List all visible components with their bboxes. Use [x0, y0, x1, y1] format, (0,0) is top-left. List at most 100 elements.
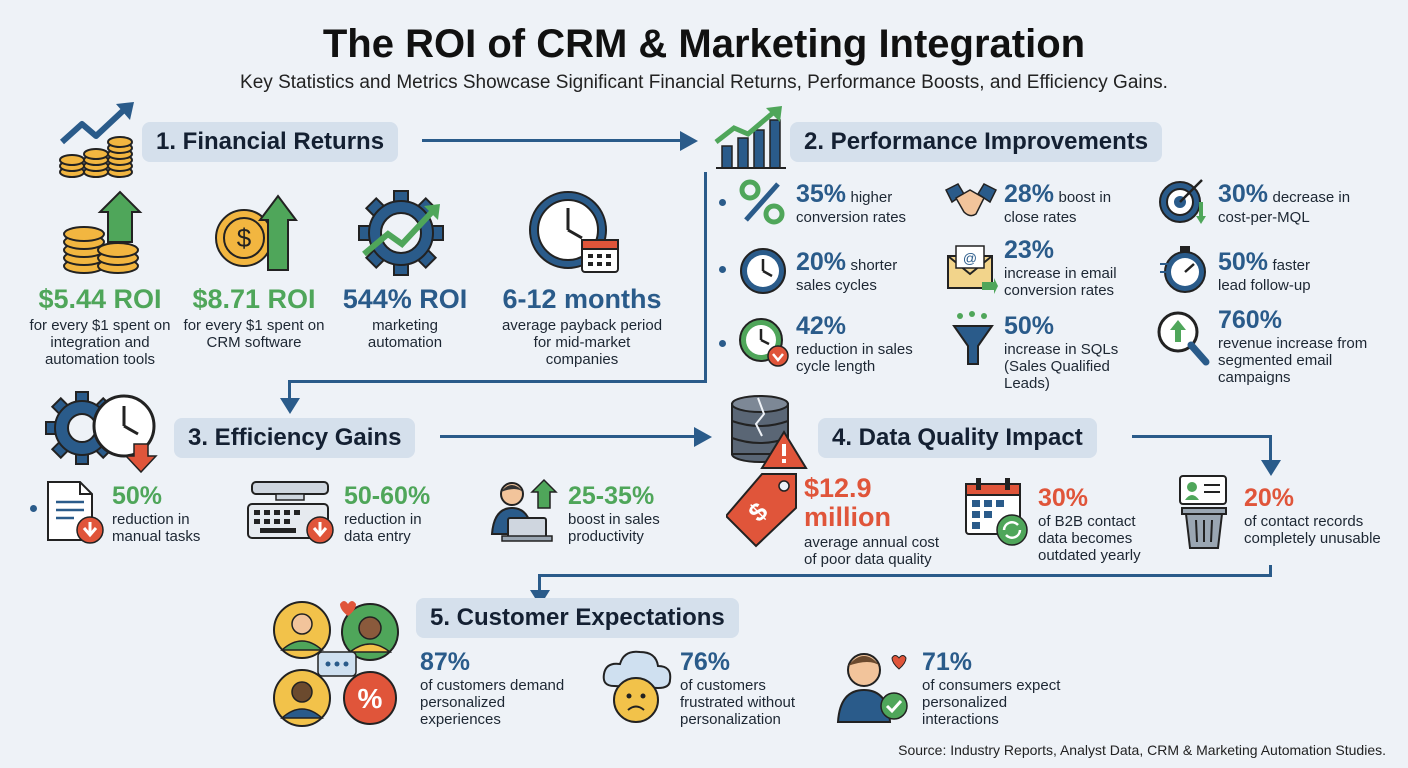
stat-desc: average payback period for mid-market co… — [501, 317, 663, 368]
connector-line — [1269, 565, 1272, 577]
arrow-down-icon — [1261, 460, 1281, 476]
stat-inline: decrease in — [1272, 189, 1351, 206]
stat-desc: reduction in manual tasks — [112, 511, 201, 545]
financial-item: $5.44 ROI for every $1 spent on integrat… — [20, 284, 180, 368]
dollar-coin-arrow-icon: $ — [215, 194, 298, 271]
dataquality-item: $12.9 million average annual cost of poo… — [804, 474, 954, 569]
list-bullet — [719, 199, 726, 206]
perf-item: 35% higher conversion rates — [796, 180, 941, 226]
dataquality-item: 30% of B2B contact data becomes outdated… — [1038, 484, 1162, 564]
stat-value: 25-35% — [568, 482, 655, 510]
stat-value: 50% — [1004, 312, 1055, 340]
stat-desc: revenue increase from segmented email ca… — [1218, 335, 1368, 386]
stat-value: 20% — [796, 248, 847, 276]
stat-inline: shorter — [850, 257, 898, 274]
price-tag-icon: $ — [726, 473, 797, 548]
connector-line — [440, 435, 696, 438]
stat-value: 42% — [796, 312, 847, 340]
stat-desc: of consumers expect personalized interac… — [922, 677, 1061, 728]
stat-value: 71% — [922, 648, 973, 676]
stat-desc: conversion rates — [796, 209, 907, 226]
person-laptop-icon — [490, 478, 558, 542]
connector-line — [422, 139, 684, 142]
arrow-right-icon — [694, 427, 712, 447]
stat-desc: boost in sales productivity — [568, 511, 660, 545]
perf-item: 50% increase in SQLs (Sales Qualified Le… — [1004, 312, 1124, 392]
customers-icon: % — [273, 601, 399, 727]
stat-value: 50% — [1218, 248, 1269, 276]
stat-desc: of contact records completely unusable — [1244, 513, 1381, 547]
dataquality-item: 20% of contact records completely unusab… — [1244, 484, 1384, 547]
section-heading-customer: 5. Customer Expectations — [416, 598, 739, 638]
perf-item: 30% decrease in cost-per-MQL — [1218, 180, 1388, 226]
stat-value: 50-60% — [344, 482, 431, 510]
connector-line — [288, 380, 707, 383]
page-subtitle: Key Statistics and Metrics Showcase Sign… — [240, 72, 1168, 93]
financial-item: 544% ROI marketing automation — [330, 284, 480, 351]
efficiency-item: 25-35% boost in sales productivity — [568, 482, 708, 545]
stat-desc: reduction in data entry — [344, 511, 422, 545]
stat-inline: higher — [850, 189, 893, 206]
efficiency-item: 50% reduction in manual tasks — [112, 482, 242, 545]
person-check-icon — [836, 653, 908, 723]
stat-value: 35% — [796, 180, 847, 208]
list-bullet — [30, 505, 37, 512]
efficiency-item: 50-60% reduction in data entry — [344, 482, 474, 545]
stat-value: 6-12 months — [502, 284, 662, 314]
calendar-refresh-icon — [965, 478, 1028, 546]
stat-desc: increase in email conversion rates — [1004, 265, 1117, 299]
magnifier-icon — [1157, 311, 1210, 366]
trash-card-icon — [1179, 475, 1227, 549]
connector-line — [1132, 435, 1272, 438]
customer-item: 87% of customers demand personalized exp… — [420, 648, 590, 728]
stat-value: $5.44 ROI — [38, 284, 162, 314]
perf-item: 42% reduction in sales cycle length — [796, 312, 941, 375]
document-icon — [47, 481, 104, 544]
connector-line — [288, 380, 291, 402]
stat-value: 30% — [1218, 180, 1269, 208]
perf-item: 20% shorter sales cycles — [796, 248, 941, 294]
stat-desc: close rates — [1004, 209, 1077, 226]
list-bullet — [719, 266, 726, 273]
database-warning-icon — [731, 395, 808, 469]
customer-item: 71% of consumers expect personalized int… — [922, 648, 1072, 728]
arrow-right-icon — [680, 131, 698, 151]
stat-desc: marketing automation — [367, 317, 443, 351]
financial-item: 6-12 months average payback period for m… — [484, 284, 680, 368]
stat-value: 50% — [112, 482, 163, 510]
handshake-icon — [944, 183, 998, 217]
target-icon — [1159, 179, 1206, 224]
stopwatch-icon — [1160, 246, 1206, 293]
svg-text:$: $ — [237, 223, 252, 253]
keyboard-icon — [247, 481, 334, 544]
stat-desc: cost-per-MQL — [1218, 209, 1310, 226]
arrow-down-icon — [280, 398, 300, 414]
stat-value: 30% — [1038, 484, 1089, 512]
list-bullet — [719, 340, 726, 347]
coins-arrow-icon — [63, 190, 143, 274]
email-icon: @ — [947, 245, 998, 294]
stat-desc: reduction in sales cycle length — [796, 341, 913, 375]
customer-item: 76% of customers frustrated without pers… — [680, 648, 820, 728]
section-heading-efficiency: 3. Efficiency Gains — [174, 418, 416, 458]
gear-clock-icon — [45, 391, 158, 474]
stat-desc: of B2B contact data becomes outdated yea… — [1038, 513, 1141, 564]
sad-cloud-icon — [602, 650, 672, 723]
perf-item: 760% revenue increase from segmented ema… — [1218, 306, 1388, 386]
stat-desc: sales cycles — [796, 277, 877, 294]
clock-down-icon — [739, 318, 789, 367]
connector-line — [538, 574, 1272, 577]
gear-chart-icon — [358, 190, 444, 276]
bar-chart-growth-icon — [714, 106, 786, 169]
clock-icon — [740, 248, 786, 294]
section-heading-performance: 2. Performance Improvements — [790, 122, 1163, 162]
section-heading-dataquality: 4. Data Quality Impact — [818, 418, 1097, 458]
stat-value: 23% — [1004, 236, 1055, 264]
stat-desc: lead follow-up — [1218, 277, 1311, 294]
coins-growth-icon — [59, 102, 134, 178]
page-title: The ROI of CRM & Marketing Integration — [322, 22, 1086, 66]
stat-desc: for every $1 spent on integration and au… — [29, 317, 171, 368]
stat-value: 76% — [680, 648, 731, 676]
stat-value: 87% — [420, 648, 471, 676]
section-heading-financial: 1. Financial Returns — [142, 122, 399, 162]
